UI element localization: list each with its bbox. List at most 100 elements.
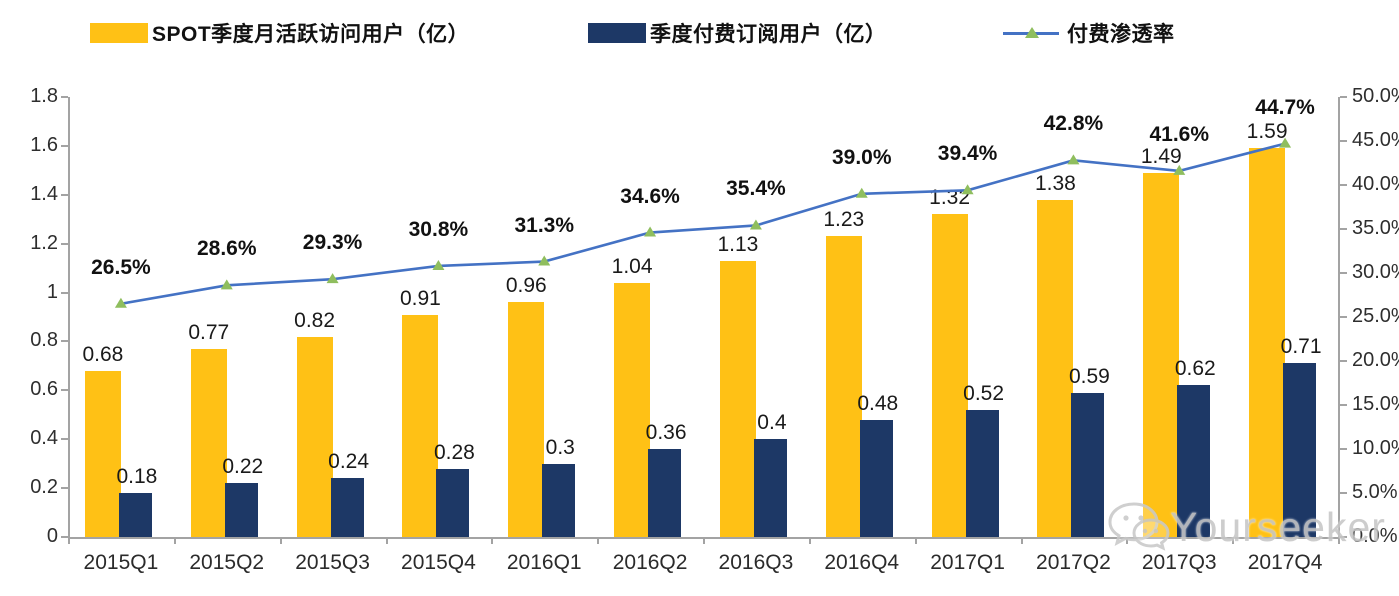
left-axis-tick-label: 1.2 — [30, 231, 58, 254]
left-axis-tick — [61, 291, 68, 294]
right-axis-tick — [1340, 272, 1347, 274]
wechat-icon — [1108, 502, 1170, 551]
subs-bar — [648, 449, 682, 537]
left-axis-tick — [61, 536, 68, 538]
x-axis-label: 2017Q1 — [930, 551, 1005, 574]
mau-value-label: 1.23 — [823, 208, 865, 232]
left-axis-tick-label: 1.8 — [30, 85, 58, 107]
left-axis-tick — [61, 96, 68, 98]
mau-legend-swatch — [90, 23, 148, 43]
mau-value-label: 1.59 — [1246, 120, 1288, 144]
x-axis-tick — [279, 539, 282, 544]
mau-value-label: 0.91 — [399, 286, 441, 310]
mau-bar — [825, 236, 862, 537]
penetration-marker — [855, 187, 868, 198]
penetration-label: 35.4% — [726, 177, 786, 201]
right-axis-tick-label: 30.0% — [1352, 261, 1399, 283]
x-axis-line — [68, 537, 1340, 539]
right-axis-tick-label: 40.0% — [1352, 173, 1399, 195]
x-axis-tick — [703, 539, 705, 544]
right-axis-tick — [1340, 404, 1347, 406]
mau-bar — [614, 282, 651, 537]
mau-bar — [931, 214, 968, 537]
penetration-marker — [538, 255, 551, 266]
left-axis-tick-label: 1 — [46, 280, 58, 303]
x-axis-tick — [808, 539, 811, 544]
penetration-marker — [326, 273, 339, 284]
right-axis-line — [1338, 97, 1340, 537]
subs-bar — [965, 409, 999, 537]
subs-bar — [224, 483, 258, 537]
subs-value-label: 0.71 — [1280, 335, 1322, 359]
subs-value-label: 0.22 — [222, 455, 264, 479]
x-axis-tick — [914, 539, 917, 544]
watermark-text: Yourseeker — [1170, 503, 1386, 550]
right-axis-tick-label: 45.0% — [1352, 129, 1399, 151]
left-axis-tick-label: 1.4 — [30, 182, 58, 205]
subs-value-label: 0.4 — [757, 411, 787, 435]
left-axis-tick-label: 0.2 — [30, 476, 58, 499]
penetration-label: 39.0% — [831, 145, 892, 169]
subs-bar — [753, 439, 787, 537]
left-axis-tick — [61, 242, 68, 245]
penetration-label: 41.6% — [1149, 122, 1210, 146]
subs-legend-label: 季度付费订阅用户（亿） — [650, 23, 887, 46]
right-axis-tick-label: 50.0% — [1352, 85, 1399, 107]
mau-value-label: 1.13 — [717, 232, 759, 256]
right-axis-tick — [1340, 140, 1347, 142]
mau-bar — [190, 348, 227, 537]
subs-bar — [859, 419, 893, 537]
legend-item-mau: SPOT季度月活跃访问用户（亿） — [90, 20, 469, 46]
x-axis-tick — [1126, 539, 1129, 544]
left-axis-tick-label: 0.8 — [30, 329, 58, 352]
x-axis-tick — [1232, 539, 1235, 544]
x-axis-tick — [385, 539, 388, 544]
right-axis-tick-label: 10.0% — [1352, 437, 1399, 459]
subs-bar — [330, 478, 364, 537]
penetration-marker — [432, 259, 445, 270]
subs-value-label: 0.18 — [116, 465, 158, 488]
right-axis-tick-label: 5.0% — [1352, 481, 1398, 503]
penetration-label: 31.3% — [514, 213, 575, 237]
subs-bar — [118, 493, 152, 537]
subs-bar — [1177, 385, 1211, 537]
x-axis-tick — [491, 539, 494, 544]
left-axis-line — [68, 97, 70, 537]
right-axis-tick — [1340, 228, 1347, 230]
right-axis-tick-label: 35.0% — [1352, 217, 1399, 239]
right-axis-tick — [1340, 184, 1347, 186]
x-axis-tick — [173, 539, 176, 544]
mau-value-label: 1.38 — [1034, 171, 1076, 195]
penetration-label: 42.8% — [1043, 112, 1104, 136]
mau-value-label: 0.96 — [505, 274, 547, 298]
right-axis-tick — [1340, 492, 1347, 494]
triangle-marker-icon — [1025, 27, 1039, 38]
x-axis-label: 2016Q2 — [612, 551, 688, 574]
mau-bar — [296, 336, 333, 537]
x-axis-label: 2015Q4 — [401, 551, 476, 574]
x-axis-label: 2015Q3 — [295, 551, 370, 574]
subs-value-label: 0.52 — [963, 381, 1005, 405]
mau-value-label: 1.32 — [929, 186, 971, 210]
mau-value-label: 0.77 — [188, 320, 230, 344]
left-axis-tick — [61, 487, 68, 490]
x-axis-label: 2015Q2 — [189, 551, 265, 574]
left-axis-tick-label: 0.6 — [30, 378, 58, 401]
subs-bar — [1071, 392, 1105, 537]
x-axis-tick — [597, 539, 600, 544]
mau-legend-label: SPOT季度月活跃访问用户（亿） — [152, 23, 470, 46]
penetration-label: 29.3% — [302, 231, 363, 255]
x-axis-label: 2017Q4 — [1247, 551, 1323, 574]
subs-value-label: 0.24 — [328, 450, 370, 474]
legend-item-penetration: 付费渗透率 — [1003, 20, 1175, 46]
penetration-legend-marker — [1003, 23, 1059, 43]
mau-bar — [84, 370, 121, 537]
x-axis-label: 2017Q2 — [1036, 551, 1111, 574]
x-axis-tick — [68, 539, 70, 544]
penetration-label: 44.7% — [1255, 95, 1315, 119]
subs-value-label: 0.36 — [645, 421, 687, 444]
right-axis-tick-label: 25.0% — [1352, 305, 1399, 327]
right-axis-tick-label: 15.0% — [1352, 393, 1399, 415]
left-axis-tick-label: 1.6 — [30, 133, 58, 156]
